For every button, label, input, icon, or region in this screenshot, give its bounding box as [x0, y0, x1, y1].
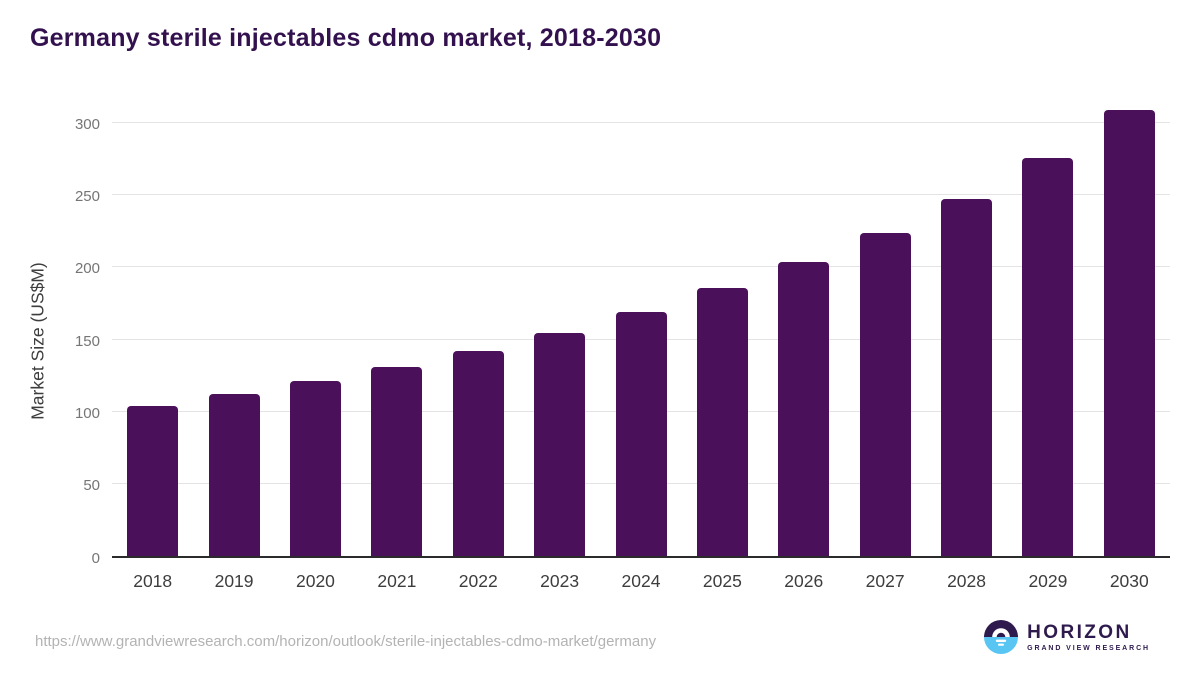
gridline	[112, 193, 1170, 195]
y-tick-label: 0	[91, 549, 100, 567]
logo-tagline: GRAND VIEW RESEARCH	[1027, 644, 1150, 652]
x-tick-label: 2029	[1028, 571, 1068, 591]
gridline	[112, 266, 1170, 268]
source-url-text: https://www.grandviewresearch.com/horizo…	[35, 633, 657, 650]
x-tick-label: 2025	[702, 571, 742, 591]
x-tick-label: 2024	[621, 571, 661, 591]
bar-2023	[534, 333, 586, 556]
x-tick-label: 2021	[377, 571, 417, 591]
y-tick-label: 250	[74, 187, 100, 205]
bar-2025	[696, 288, 748, 556]
x-tick-label: 2026	[784, 571, 824, 591]
x-tick-label: 2028	[947, 571, 986, 591]
x-tick-label: 2020	[295, 571, 335, 591]
bar-2024	[615, 311, 667, 556]
x-tick-label: 2022	[458, 571, 498, 591]
bar-2029	[1022, 158, 1074, 556]
x-tick-label: 2018	[133, 571, 173, 591]
chart-title: Germany sterile injectables cdmo market,…	[30, 24, 662, 52]
bar-2019	[208, 393, 260, 556]
bar-2018	[127, 405, 179, 556]
plot-area	[112, 110, 1170, 558]
bar-2022	[452, 350, 504, 556]
horizon-logo: HORIZON GRAND VIEW RESEARCH	[984, 620, 1150, 654]
y-tick-label: 200	[74, 260, 100, 278]
horizon-sun-icon	[984, 620, 1019, 654]
x-tick-label: 2019	[214, 571, 254, 591]
bar-2027	[859, 233, 911, 556]
y-tick-label: 150	[74, 332, 100, 350]
bar-2028	[941, 198, 993, 556]
x-tick-label: 2030	[1109, 571, 1149, 591]
bar-2021	[371, 366, 423, 556]
x-tick-label: 2027	[865, 571, 905, 591]
logo-brand-name: HORIZON	[1027, 621, 1132, 643]
gridline	[112, 121, 1170, 123]
x-tick-label: 2023	[540, 571, 580, 591]
y-tick-label: 50	[83, 477, 100, 495]
bar-2020	[289, 380, 341, 556]
logo-text: HORIZON GRAND VIEW RESEARCH	[1027, 621, 1150, 652]
y-tick-label: 100	[74, 404, 100, 422]
bar-2026	[778, 262, 830, 556]
bar-2030	[1103, 110, 1155, 556]
y-tick-label: 300	[74, 115, 100, 133]
